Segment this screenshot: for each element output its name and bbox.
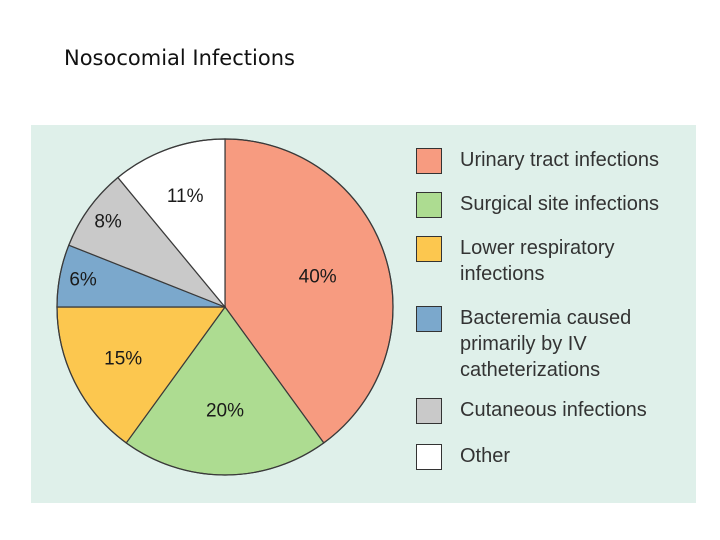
slice-label-6: 11% <box>167 186 204 207</box>
legend-label-line: infections <box>460 263 545 285</box>
slice-label-2: 20% <box>206 401 244 422</box>
pie-outline <box>56 138 394 476</box>
chart-panel: 40% 20% 15% 6% 8% 11% Urinary tract infection… <box>31 125 696 503</box>
legend-item: Urinary tract infections <box>416 147 700 174</box>
legend-swatch <box>416 306 442 332</box>
legend-label: Other <box>460 443 700 469</box>
slice-label-5: 8% <box>94 212 122 233</box>
legend-label-line: Surgical site infections <box>460 193 659 215</box>
legend-label: Cutaneous infections <box>460 397 700 423</box>
legend-label: Lower respiratory infections <box>460 235 700 287</box>
legend-swatch <box>416 236 442 262</box>
legend-label-line: Cutaneous infections <box>460 399 647 421</box>
slice-label-1: 40% <box>299 266 337 287</box>
legend-label-line: Lower respiratory <box>460 237 615 259</box>
legend-item: Surgical site infections <box>416 191 700 218</box>
legend-item: Bacteremia caused primarily by IV catheter… <box>416 305 700 383</box>
slice-label-3: 15% <box>104 348 142 369</box>
pie-chart: 40% 20% 15% 6% 8% 11% <box>56 138 394 476</box>
legend-label-line: primarily by IV <box>460 333 587 355</box>
legend-swatch <box>416 398 442 424</box>
legend-label-line: Other <box>460 445 511 467</box>
legend-swatch <box>416 148 442 174</box>
legend-label: Surgical site infections <box>460 191 700 217</box>
legend-label-line: Urinary tract infections <box>460 149 659 171</box>
legend-label-line: catheterizations <box>460 359 601 381</box>
legend-swatch <box>416 444 442 470</box>
legend-label-line: Bacteremia caused <box>460 307 632 329</box>
slice-label-4: 6% <box>69 269 97 290</box>
legend-item: Other <box>416 443 700 470</box>
slide-title: Nosocomial Infections <box>64 46 295 70</box>
legend-swatch <box>416 192 442 218</box>
legend-label: Bacteremia caused primarily by IV catheter… <box>460 305 700 383</box>
legend-item: Lower respiratory infections <box>416 235 700 287</box>
legend-label: Urinary tract infections <box>460 147 700 173</box>
legend-item: Cutaneous infections <box>416 397 700 424</box>
